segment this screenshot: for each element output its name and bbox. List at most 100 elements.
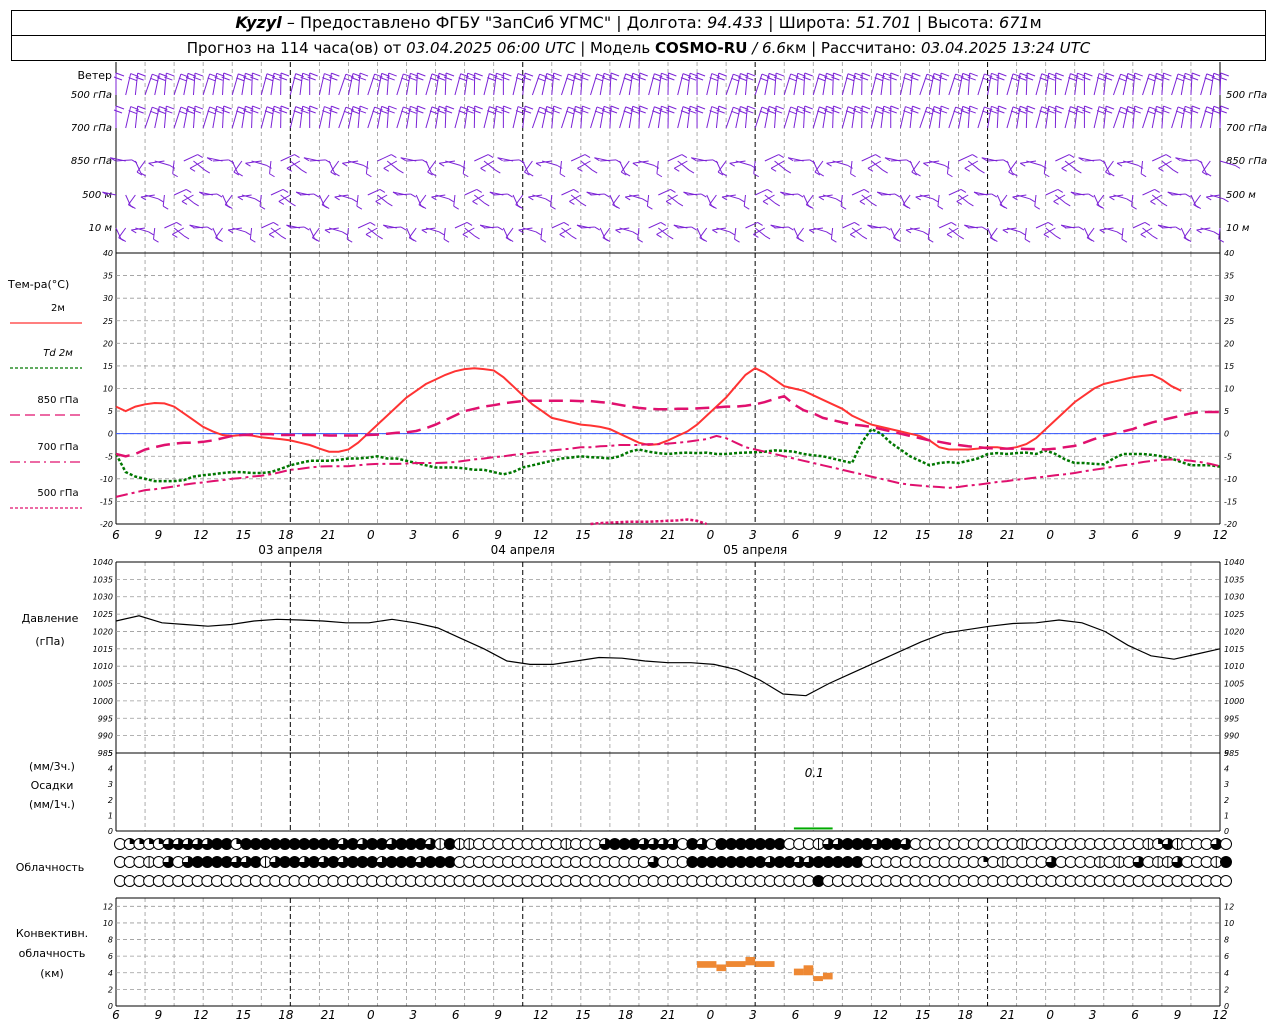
wind-barb bbox=[435, 106, 440, 129]
wind-level-label-left: 700 гПа bbox=[71, 123, 112, 134]
wind-barb-feather bbox=[915, 196, 921, 201]
wind-barb bbox=[948, 106, 957, 129]
pres-tick-label-left: 995 bbox=[98, 714, 113, 723]
wind-barb-feather bbox=[472, 76, 481, 81]
wind-barb bbox=[977, 73, 985, 96]
wind-barb-feather bbox=[540, 238, 547, 243]
wind-barb bbox=[938, 106, 942, 129]
wind-barb-feather bbox=[580, 109, 589, 114]
wind-barb bbox=[131, 227, 146, 231]
wind-barb-feather bbox=[637, 109, 646, 114]
cloud-cover-symbol bbox=[375, 838, 388, 850]
wind-barb bbox=[948, 188, 962, 196]
wind-barb-feather bbox=[757, 221, 763, 226]
wind-barb bbox=[1074, 73, 1078, 96]
cloud-fill bbox=[269, 838, 281, 850]
wind-barb-feather bbox=[286, 167, 293, 172]
wind-barb bbox=[580, 160, 593, 171]
conv-tick-label-left: 12 bbox=[103, 902, 113, 911]
cloud-fill bbox=[764, 838, 776, 850]
wind-barb-feather bbox=[1154, 188, 1160, 193]
cloud-fill bbox=[648, 838, 660, 850]
cloud-cover-symbol bbox=[841, 838, 854, 850]
wind-barb bbox=[125, 194, 131, 206]
wind-barb bbox=[774, 160, 787, 171]
wind-barb-feather bbox=[747, 105, 756, 110]
wind-barb-feather bbox=[472, 200, 478, 205]
pres-unit: (гПа) bbox=[35, 635, 64, 648]
wind-barb bbox=[1006, 160, 1013, 174]
wind-barb-feather bbox=[269, 173, 275, 178]
wind-barb bbox=[793, 106, 799, 129]
wind-barb-feather bbox=[852, 76, 862, 81]
lon-value: 94.433 bbox=[707, 13, 764, 32]
wind-barb-feather bbox=[415, 76, 424, 81]
wind-barb-feather bbox=[102, 191, 108, 196]
wind-barb-feather bbox=[553, 72, 562, 77]
wind-barb bbox=[1142, 73, 1150, 96]
wind-barb-feather bbox=[286, 224, 292, 229]
wind-barb-feather bbox=[688, 169, 695, 174]
wind-barb bbox=[570, 73, 576, 96]
wind-barb-feather bbox=[483, 202, 490, 207]
wind-barb bbox=[1219, 105, 1222, 129]
wind-barb-feather bbox=[128, 110, 137, 115]
wind-barb-feather bbox=[1019, 231, 1026, 236]
wind-barb bbox=[480, 224, 494, 229]
wind-barb-feather bbox=[924, 110, 934, 115]
wind-barb bbox=[899, 106, 906, 129]
wind-barb bbox=[561, 227, 572, 237]
wind-barb-feather bbox=[788, 77, 797, 82]
wind-barb-feather bbox=[544, 110, 553, 114]
wind-barb bbox=[648, 73, 655, 96]
conv-cloud-bar bbox=[755, 961, 775, 967]
lon-label: Долгота: bbox=[626, 13, 702, 32]
cloud-fill bbox=[842, 856, 854, 868]
temp-tick-label-left: -5 bbox=[105, 452, 113, 461]
wind-barb-feather bbox=[656, 173, 663, 178]
wind-barb bbox=[173, 227, 185, 237]
cloud-fill bbox=[900, 838, 912, 850]
wind-barb-feather bbox=[237, 172, 243, 177]
conv-cloud-bar bbox=[813, 976, 823, 982]
cloud-fill bbox=[172, 838, 184, 850]
wind-barb bbox=[1061, 160, 1075, 169]
wind-barb-feather bbox=[388, 72, 397, 77]
cloud-fill bbox=[764, 856, 776, 868]
wind-barb-feather bbox=[753, 173, 760, 178]
cloud-cover-symbol bbox=[191, 838, 204, 850]
wind-barb-feather bbox=[960, 76, 969, 81]
cloud-cover-symbol bbox=[812, 838, 825, 850]
cloud-cover-symbol bbox=[734, 856, 747, 868]
wind-barb-feather bbox=[494, 76, 503, 81]
wind-barb-feather bbox=[162, 205, 169, 210]
wind-barb-feather bbox=[334, 172, 340, 177]
wind-barb-feather bbox=[1132, 76, 1141, 81]
wind-barb bbox=[110, 157, 126, 162]
wind-barb-feather bbox=[221, 76, 230, 81]
pres-tick-label-left: 1010 bbox=[93, 662, 113, 671]
wind-barb bbox=[987, 227, 993, 239]
cloud-fill bbox=[871, 838, 883, 850]
wind-barb-feather bbox=[497, 157, 503, 162]
wind-barb bbox=[902, 194, 911, 205]
cloud-fill bbox=[735, 838, 747, 850]
wind-barb-feather bbox=[1096, 77, 1106, 82]
wind-barb-feather bbox=[494, 109, 503, 114]
wind-barb-feather bbox=[849, 233, 856, 238]
wind-barb-feather bbox=[861, 235, 868, 240]
conv-tick-label-left: 8 bbox=[108, 936, 113, 945]
wind-barb-feather bbox=[237, 196, 244, 201]
wind-barb bbox=[1074, 106, 1078, 129]
wind-barb-feather bbox=[1175, 226, 1182, 231]
wind-barb bbox=[512, 194, 519, 206]
wind-barb-feather bbox=[282, 188, 289, 193]
wind-barb bbox=[357, 221, 371, 229]
wind-barb-feather bbox=[831, 76, 840, 81]
wind-barb bbox=[560, 106, 569, 129]
temp-series-line bbox=[115, 434, 1221, 498]
wind-barb bbox=[462, 160, 466, 174]
wind-barb-feather bbox=[659, 76, 668, 81]
wind-barb-feather bbox=[696, 72, 706, 77]
wind-barb bbox=[570, 194, 582, 204]
